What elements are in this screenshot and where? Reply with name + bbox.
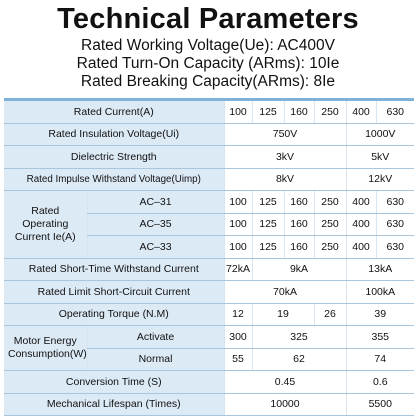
impulse-voltage-value: 8kV xyxy=(223,168,347,191)
operating-current-value: 250 xyxy=(313,190,347,214)
rated-current-value: 250 xyxy=(313,99,347,124)
motor-energy-value: 300 xyxy=(223,325,253,349)
short-time-current-value: 13kA xyxy=(345,258,415,281)
limit-short-circuit-value: 100kA xyxy=(345,280,415,304)
limit-short-circuit-label: Rated Limit Short-Circuit Current xyxy=(4,280,225,304)
rated-current-row: Rated Current(A) 100 125 160 250 400 630 xyxy=(4,99,415,124)
rated-current-label: Rated Current(A) xyxy=(4,99,225,124)
operating-current-value: 100 xyxy=(223,235,253,259)
motor-energy-value: 355 xyxy=(345,325,415,349)
motor-energy-value: 74 xyxy=(345,348,415,371)
operating-current-row: AC–33 100 125 160 250 400 630 xyxy=(4,235,415,259)
operating-current-value: 400 xyxy=(345,190,377,214)
rated-turn-on-capacity-line: Rated Turn-On Capacity (ARms): 10Ie xyxy=(76,55,340,72)
parameters-table: Rated Current(A) 100 125 160 250 400 630… xyxy=(4,98,415,416)
insulation-voltage-value: 1000V xyxy=(345,123,415,146)
limit-short-circuit-row: Rated Limit Short-Circuit Current 70kA 1… xyxy=(4,280,415,304)
motor-energy-row: Motor Energy Consumption(W) Activate 300… xyxy=(4,325,415,371)
motor-energy-mode: Normal xyxy=(86,348,225,371)
utilization-category: AC–35 xyxy=(86,213,225,236)
rated-current-value: 125 xyxy=(251,99,285,124)
rated-breaking-capacity-line: Rated Breaking Capacity(ARms): 8Ie xyxy=(80,73,336,90)
operating-torque-value: 12 xyxy=(223,303,253,326)
operating-current-value: 100 xyxy=(223,190,253,214)
rated-current-value: 400 xyxy=(345,99,377,124)
operating-torque-value: 39 xyxy=(345,303,415,326)
conversion-time-value: 0.6 xyxy=(345,370,415,394)
operating-torque-value: 19 xyxy=(251,303,315,326)
operating-current-row: AC–35 100 125 160 250 400 630 xyxy=(4,213,415,236)
operating-torque-row: Operating Torque (N.M) 12 19 26 39 xyxy=(4,303,415,326)
rated-working-voltage-line: Rated Working Voltage(Ue): AC400V xyxy=(81,37,335,54)
insulation-voltage-label: Rated Insulation Voltage(Ui) xyxy=(4,123,225,146)
operating-current-label: Rated Operating Current Ie(A) xyxy=(4,190,87,259)
mechanical-lifespan-value: 10000 xyxy=(223,393,347,416)
dielectric-strength-value: 5kV xyxy=(345,145,415,169)
conversion-time-label: Conversion Time (S) xyxy=(4,370,225,394)
operating-torque-label: Operating Torque (N.M) xyxy=(4,303,225,326)
rated-current-value: 630 xyxy=(375,99,415,124)
motor-energy-value: 55 xyxy=(223,348,253,371)
short-time-current-row: Rated Short-Time Withstand Current 72kA … xyxy=(4,258,415,281)
page-title: Technical Parameters xyxy=(57,3,359,35)
dielectric-strength-row: Dielectric Strength 3kV 5kV xyxy=(4,145,415,169)
impulse-voltage-row: Rated Impulse Withstand Voltage(Uimp) 8k… xyxy=(4,168,415,191)
motor-energy-value: 62 xyxy=(251,348,347,371)
dielectric-strength-label: Dielectric Strength xyxy=(4,145,225,169)
operating-current-value: 400 xyxy=(345,213,377,236)
utilization-category: AC–33 xyxy=(86,235,225,259)
operating-torque-value: 26 xyxy=(313,303,347,326)
operating-current-value: 160 xyxy=(283,235,315,259)
operating-current-value: 630 xyxy=(375,213,415,236)
operating-current-value: 160 xyxy=(283,213,315,236)
operating-current-value: 250 xyxy=(313,213,347,236)
operating-current-value: 125 xyxy=(251,213,285,236)
operating-current-value: 125 xyxy=(251,235,285,259)
utilization-category: AC–31 xyxy=(86,190,225,214)
insulation-voltage-value: 750V xyxy=(223,123,347,146)
operating-current-row: Rated Operating Current Ie(A) AC–31 100 … xyxy=(4,190,415,259)
impulse-voltage-value: 12kV xyxy=(345,168,415,191)
limit-short-circuit-value: 70kA xyxy=(223,280,347,304)
motor-energy-value: 325 xyxy=(251,325,347,349)
conversion-time-value: 0.45 xyxy=(223,370,347,394)
motor-energy-mode: Activate xyxy=(86,325,225,349)
impulse-voltage-label: Rated Impulse Withstand Voltage(Uimp) xyxy=(4,168,225,191)
short-time-current-value: 9kA xyxy=(251,258,347,281)
operating-current-value: 100 xyxy=(223,213,253,236)
short-time-current-value: 72kA xyxy=(223,258,253,281)
rated-current-value: 160 xyxy=(283,99,315,124)
operating-current-value: 250 xyxy=(313,235,347,259)
conversion-time-row: Conversion Time (S) 0.45 0.6 xyxy=(4,370,415,394)
rated-current-value: 100 xyxy=(223,99,253,124)
operating-current-value: 630 xyxy=(375,235,415,259)
mechanical-lifespan-label: Mechanical Lifespan (Times) xyxy=(4,393,225,416)
motor-energy-label: Motor Energy Consumption(W) xyxy=(4,325,87,371)
operating-current-value: 400 xyxy=(345,235,377,259)
insulation-voltage-row: Rated Insulation Voltage(Ui) 750V 1000V xyxy=(4,123,415,146)
operating-current-value: 630 xyxy=(375,190,415,214)
mechanical-lifespan-value: 5500 xyxy=(345,393,415,416)
motor-energy-row: Normal 55 62 74 xyxy=(4,348,415,371)
short-time-current-label: Rated Short-Time Withstand Current xyxy=(4,258,225,281)
mechanical-lifespan-row: Mechanical Lifespan (Times) 10000 5500 xyxy=(4,393,415,416)
dielectric-strength-value: 3kV xyxy=(223,145,347,169)
operating-current-value: 160 xyxy=(283,190,315,214)
operating-current-value: 125 xyxy=(251,190,285,214)
